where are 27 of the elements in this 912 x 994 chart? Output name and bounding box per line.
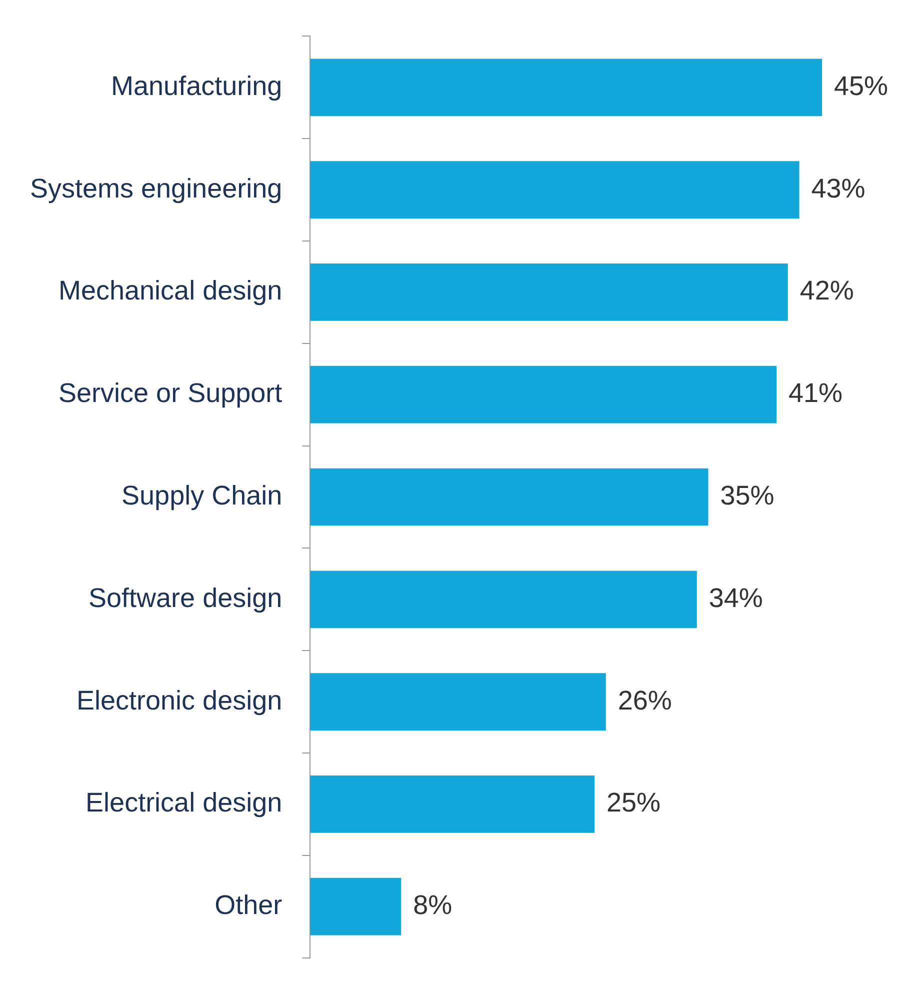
y-tick-label: Electrical design [86, 788, 282, 818]
y-tick-label: Software design [88, 582, 282, 613]
bar [310, 366, 776, 424]
y-tick-label: Other [214, 890, 282, 920]
y-tick-label: Systems engineering [30, 173, 282, 204]
y-tick-label: Supply Chain [122, 480, 282, 510]
bar [310, 161, 800, 218]
data-label: 45% [834, 70, 888, 101]
y-tick-label: Electronic design [76, 685, 282, 716]
bar [310, 673, 606, 730]
bar [310, 468, 708, 526]
bar [310, 776, 595, 833]
data-label: 35% [720, 480, 774, 510]
data-label: 34% [708, 582, 763, 613]
bar [310, 264, 788, 321]
bar [310, 570, 697, 628]
y-tick-label: Manufacturing [111, 70, 282, 101]
data-label: 43% [811, 173, 866, 204]
data-label: 42% [800, 276, 854, 306]
y-tick-label: Mechanical design [58, 276, 282, 306]
data-label: 25% [606, 788, 661, 818]
y-tick-label: Service or Support [58, 378, 283, 408]
data-label: 41% [788, 378, 843, 408]
bar [310, 878, 402, 936]
data-label: 26% [618, 685, 672, 716]
bar [310, 58, 822, 116]
data-label: 8% [413, 890, 452, 920]
